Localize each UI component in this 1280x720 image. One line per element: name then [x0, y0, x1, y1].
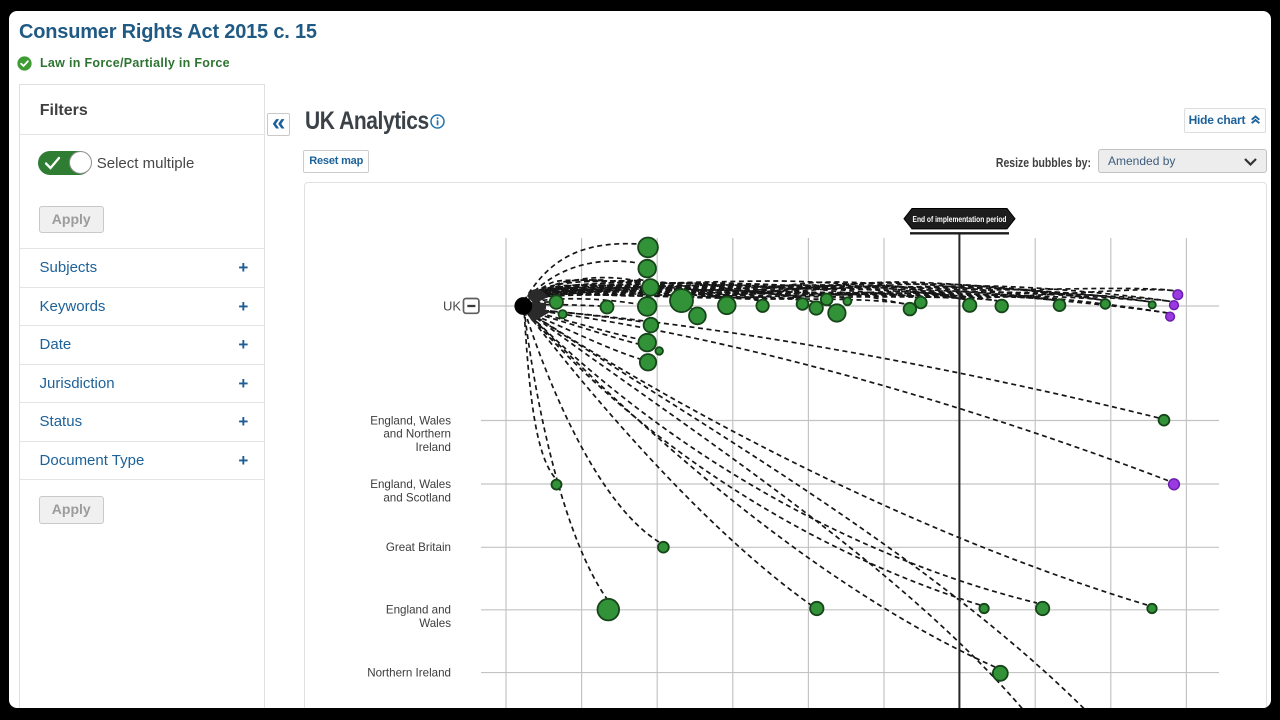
- svg-text:Great Britain: Great Britain: [386, 541, 451, 554]
- svg-text:Ireland: Ireland: [416, 441, 451, 454]
- svg-text:England and: England and: [386, 604, 451, 617]
- svg-text:UK: UK: [443, 298, 461, 313]
- svg-text:England, Wales: England, Wales: [370, 478, 451, 491]
- svg-text:Northern Ireland: Northern Ireland: [367, 667, 451, 680]
- svg-text:Wales: Wales: [419, 617, 451, 630]
- svg-text:End of implementation period: End of implementation period: [913, 214, 1007, 224]
- svg-text:and Scotland: and Scotland: [383, 491, 451, 504]
- svg-text:England, Wales: England, Wales: [370, 414, 451, 427]
- svg-text:and Northern: and Northern: [383, 428, 451, 441]
